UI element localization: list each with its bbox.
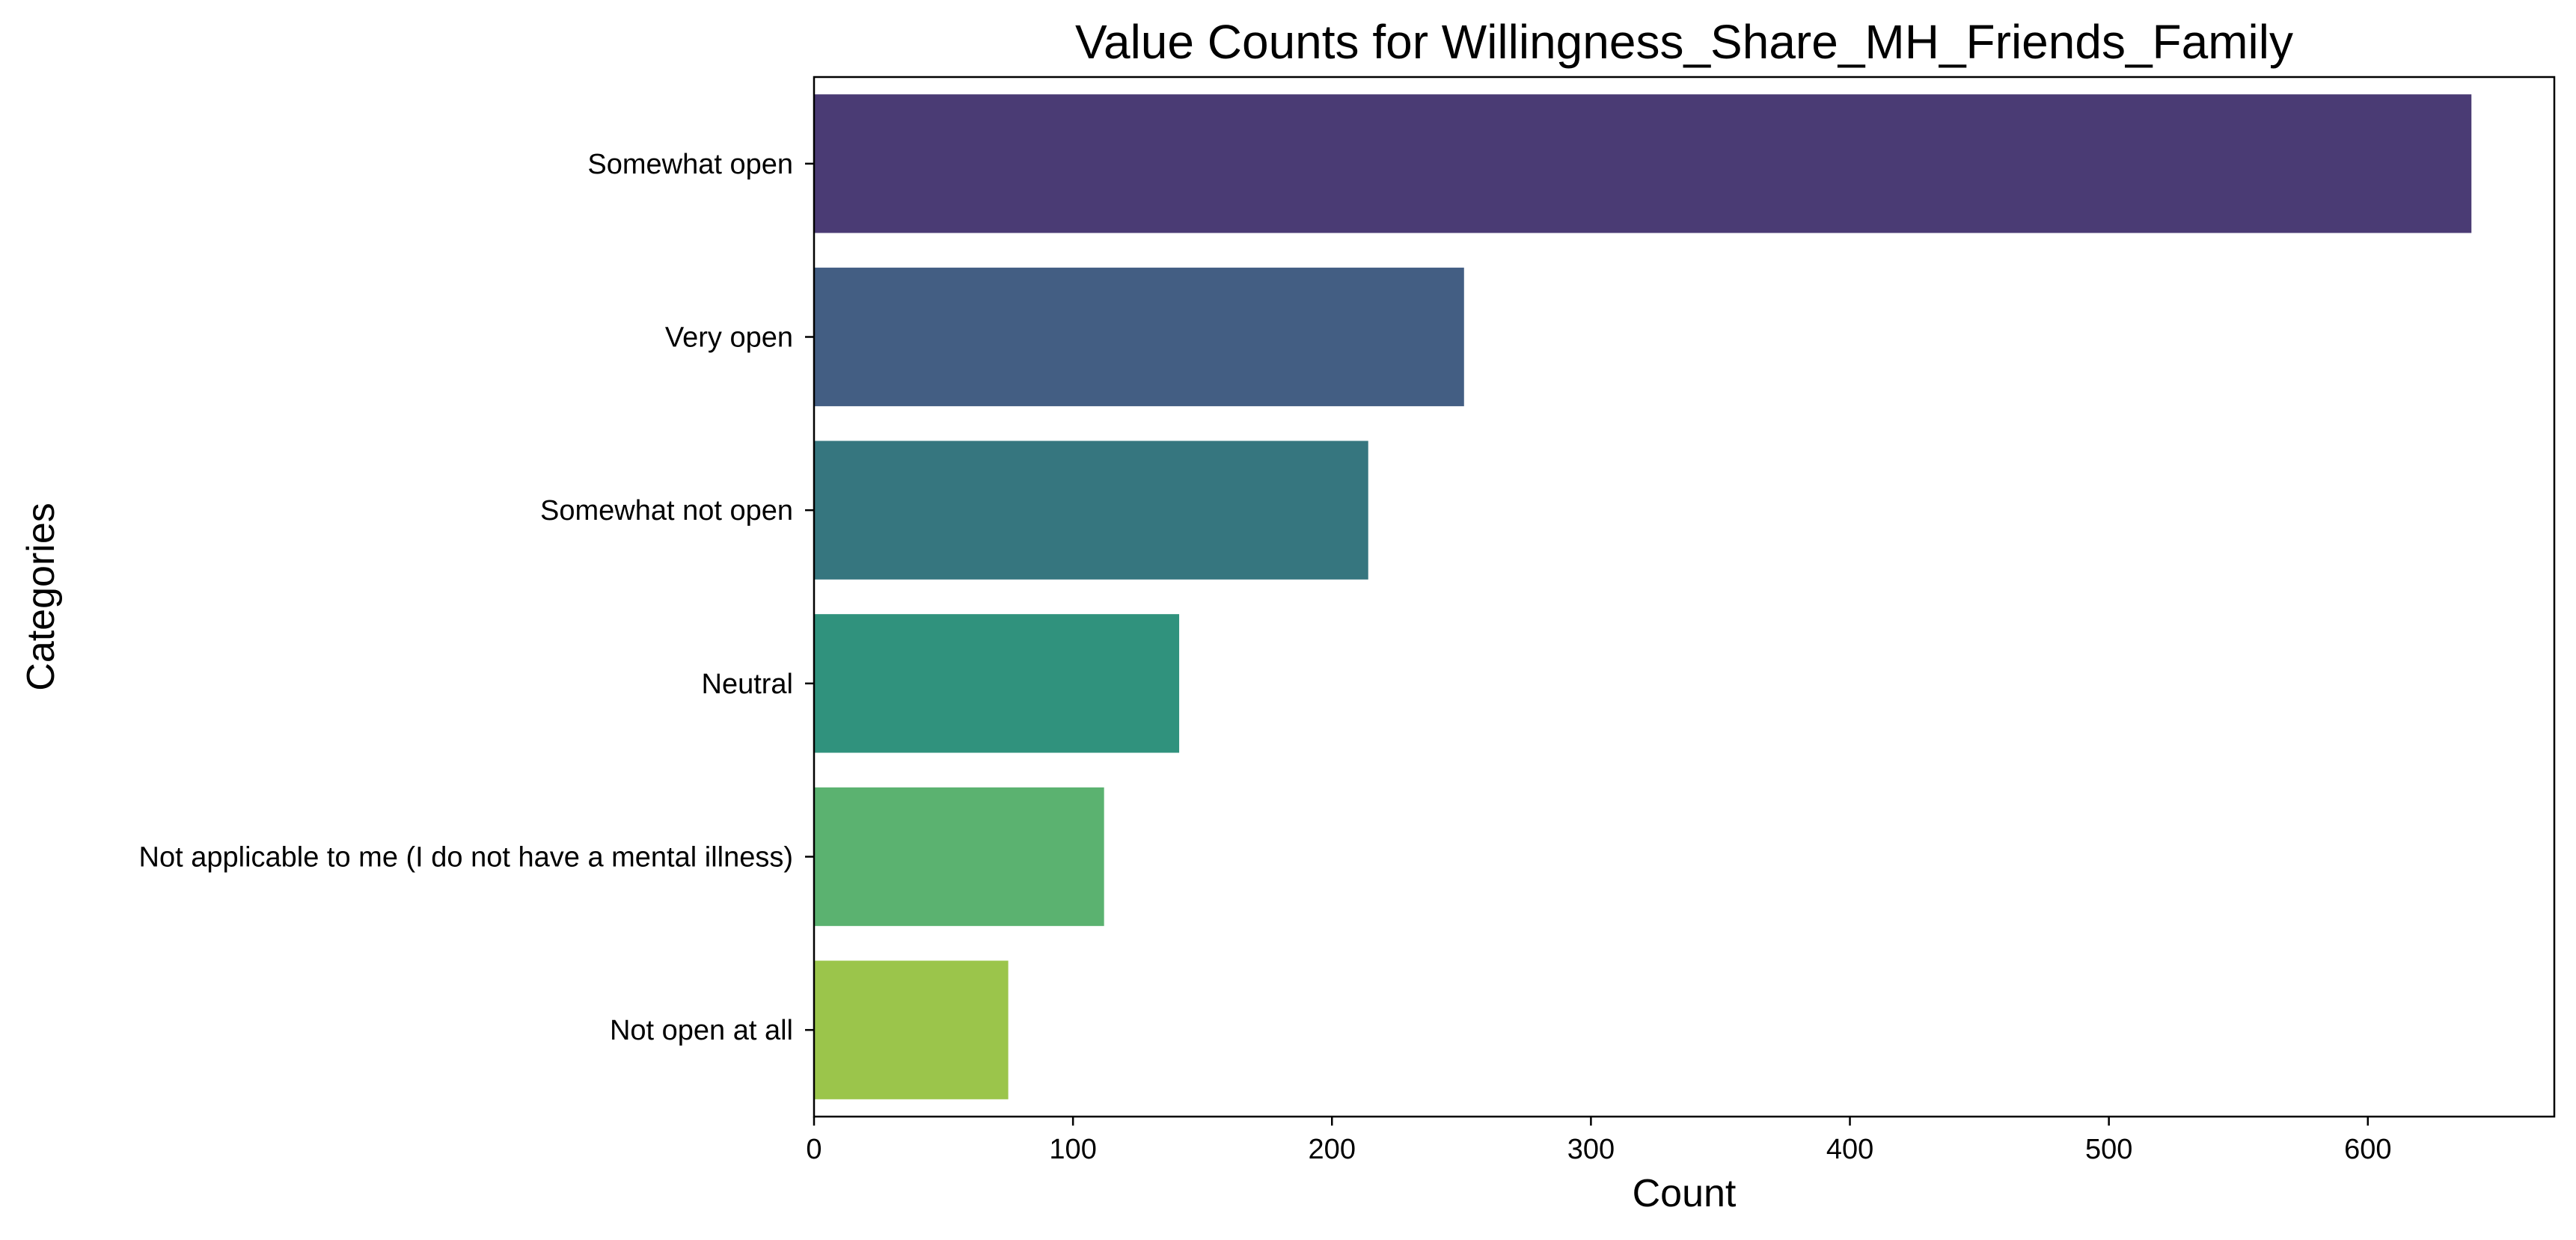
y-tick-label: Not applicable to me (I do not have a me…	[139, 842, 793, 874]
bar	[814, 441, 1368, 580]
bar	[814, 960, 1009, 1099]
bar	[814, 614, 1180, 753]
y-tick-label: Not open at all	[610, 1015, 793, 1046]
bar	[814, 94, 2472, 233]
x-tick-label: 200	[1309, 1134, 1356, 1165]
x-tick-label: 100	[1049, 1134, 1096, 1165]
y-tick-label: Very open	[665, 322, 793, 354]
x-axis-label: Count	[1633, 1172, 1737, 1215]
y-tick-label: Neutral	[702, 669, 794, 700]
x-tick-label: 400	[1826, 1134, 1873, 1165]
x-tick-label: 600	[2344, 1134, 2391, 1165]
ticks-layer: Somewhat open Very open Somewhat not open N…	[139, 149, 2392, 1165]
y-tick-label: Somewhat open	[587, 149, 793, 180]
y-tick-label: Somewhat not open	[540, 495, 793, 527]
x-tick-label: 300	[1567, 1134, 1615, 1165]
bar	[814, 267, 1464, 407]
x-tick-label: 0	[806, 1134, 822, 1165]
chart-title: Value Counts for Willingness_Share_MH_Fr…	[1075, 15, 2293, 69]
plot-frame	[813, 76, 2556, 1118]
bar	[814, 787, 1104, 927]
y-axis-label: Categories	[19, 503, 63, 690]
x-tick-label: 500	[2085, 1134, 2132, 1165]
bars-layer	[814, 94, 2472, 1099]
